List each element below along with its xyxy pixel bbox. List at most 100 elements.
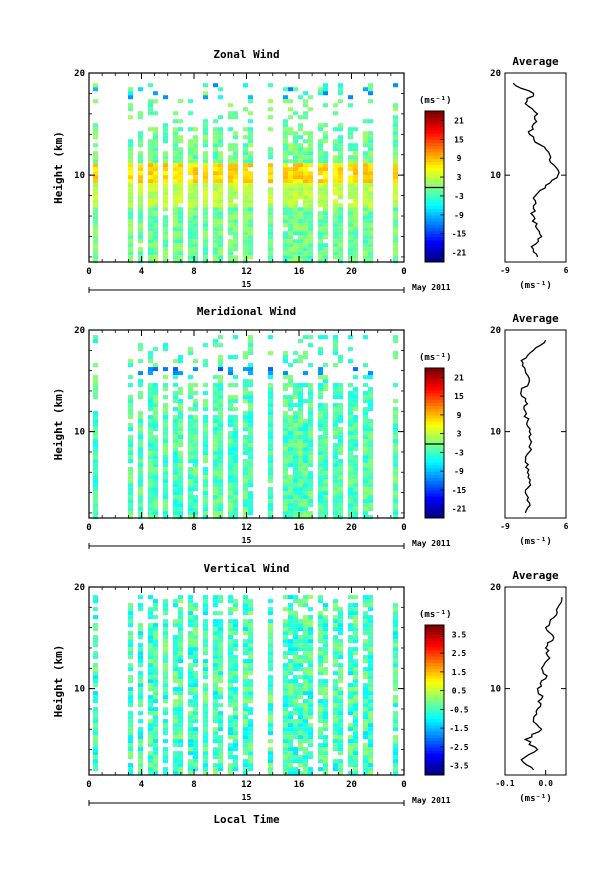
heat-cell: [178, 207, 183, 212]
heat-cell: [138, 703, 143, 708]
heat-cell: [338, 163, 343, 168]
heat-cell: [248, 511, 253, 516]
heat-cell: [338, 623, 343, 628]
heat-cell: [318, 759, 323, 764]
heat-cell: [338, 243, 343, 248]
heat-cell: [218, 463, 223, 468]
heat-cell: [283, 687, 288, 692]
heat-cell: [288, 499, 293, 504]
heat-cell: [188, 259, 193, 264]
colorbar-step: [425, 508, 444, 513]
heat-cell: [188, 599, 193, 604]
heat-cell: [248, 751, 253, 756]
heat-cell: [368, 403, 373, 408]
heat-cell: [148, 495, 153, 500]
heat-cell: [213, 475, 218, 480]
x-tick-label: 16: [294, 523, 305, 533]
average-frame: [504, 329, 567, 519]
heat-cell: [348, 495, 353, 500]
heat-cell: [318, 219, 323, 224]
heat-cell: [368, 771, 373, 776]
heat-cell: [323, 227, 328, 232]
heat-cell: [153, 191, 158, 196]
colorbar-step: [425, 239, 444, 244]
heat-cell: [338, 687, 343, 692]
heat-cell: [138, 195, 143, 200]
heat-cell: [243, 211, 248, 216]
heat-cell: [213, 735, 218, 740]
panel-title: Meridional Wind: [197, 305, 296, 318]
colorbar-step: [425, 258, 444, 263]
heat-cell: [178, 159, 183, 164]
y-tick-label: 10: [74, 171, 85, 181]
heat-cell: [333, 691, 338, 696]
heat-cell: [178, 731, 183, 736]
heat-cell: [333, 707, 338, 712]
heat-cell: [353, 403, 358, 408]
heat-cell: [173, 183, 178, 188]
heat-cell: [148, 595, 153, 600]
heat-cell: [248, 463, 253, 468]
heat-cell: [163, 479, 168, 484]
heat-cell: [338, 147, 343, 152]
heat-cell: [228, 715, 233, 720]
heat-cell: [298, 707, 303, 712]
heat-cell: [353, 671, 358, 676]
heat-cell: [308, 679, 313, 684]
heat-cell: [138, 731, 143, 736]
heat-cell: [368, 215, 373, 220]
heat-cell: [353, 707, 358, 712]
heat-cell: [353, 251, 358, 256]
heat-cell: [318, 159, 323, 164]
heat-cell: [178, 687, 183, 692]
heat-cell: [188, 615, 193, 620]
heat-cell: [268, 255, 273, 260]
heat-cell: [203, 183, 208, 188]
heat-cell: [213, 395, 218, 400]
heat-cell: [303, 231, 308, 236]
heat-cell: [288, 643, 293, 648]
avg-x-label: (ms⁻¹): [519, 281, 552, 291]
heat-cell: [283, 135, 288, 140]
heat-cell: [203, 743, 208, 748]
heat-cell: [148, 423, 153, 428]
heat-cell: [138, 751, 143, 756]
heat-cell: [228, 671, 233, 676]
colorbar-tick-label: 0.5: [452, 687, 467, 696]
heat-cell: [153, 91, 158, 96]
heat-cell: [318, 87, 323, 92]
heat-cell: [293, 679, 298, 684]
heat-cell: [163, 195, 168, 200]
heat-cell: [333, 239, 338, 244]
heat-cell: [308, 203, 313, 208]
heat-cell: [268, 487, 273, 492]
heat-cell: [368, 211, 373, 216]
heat-cell: [303, 703, 308, 708]
heat-cell: [368, 631, 373, 636]
heat-cell: [308, 675, 313, 680]
heat-cell: [233, 131, 238, 136]
heat-cell: [93, 155, 98, 160]
heat-cell: [333, 223, 338, 228]
heat-cell: [348, 435, 353, 440]
heat-cell: [318, 491, 323, 496]
heat-cell: [243, 459, 248, 464]
heat-cell: [288, 435, 293, 440]
heat-cell: [323, 183, 328, 188]
heat-cell: [348, 515, 353, 520]
heat-cell: [318, 719, 323, 724]
heat-cell: [93, 683, 98, 688]
heat-cell: [163, 231, 168, 236]
heat-cell: [213, 203, 218, 208]
heat-cell: [173, 151, 178, 156]
heat-cell: [178, 451, 183, 456]
heat-cell: [288, 235, 293, 240]
heat-cell: [248, 455, 253, 460]
heat-cell: [193, 475, 198, 480]
heat-cell: [188, 443, 193, 448]
colorbar-step: [425, 637, 444, 642]
colorbar-step: [425, 158, 444, 162]
heat-cell: [243, 515, 248, 520]
colorbar-tick-label: -9: [454, 211, 464, 220]
heat-cell: [93, 435, 98, 440]
